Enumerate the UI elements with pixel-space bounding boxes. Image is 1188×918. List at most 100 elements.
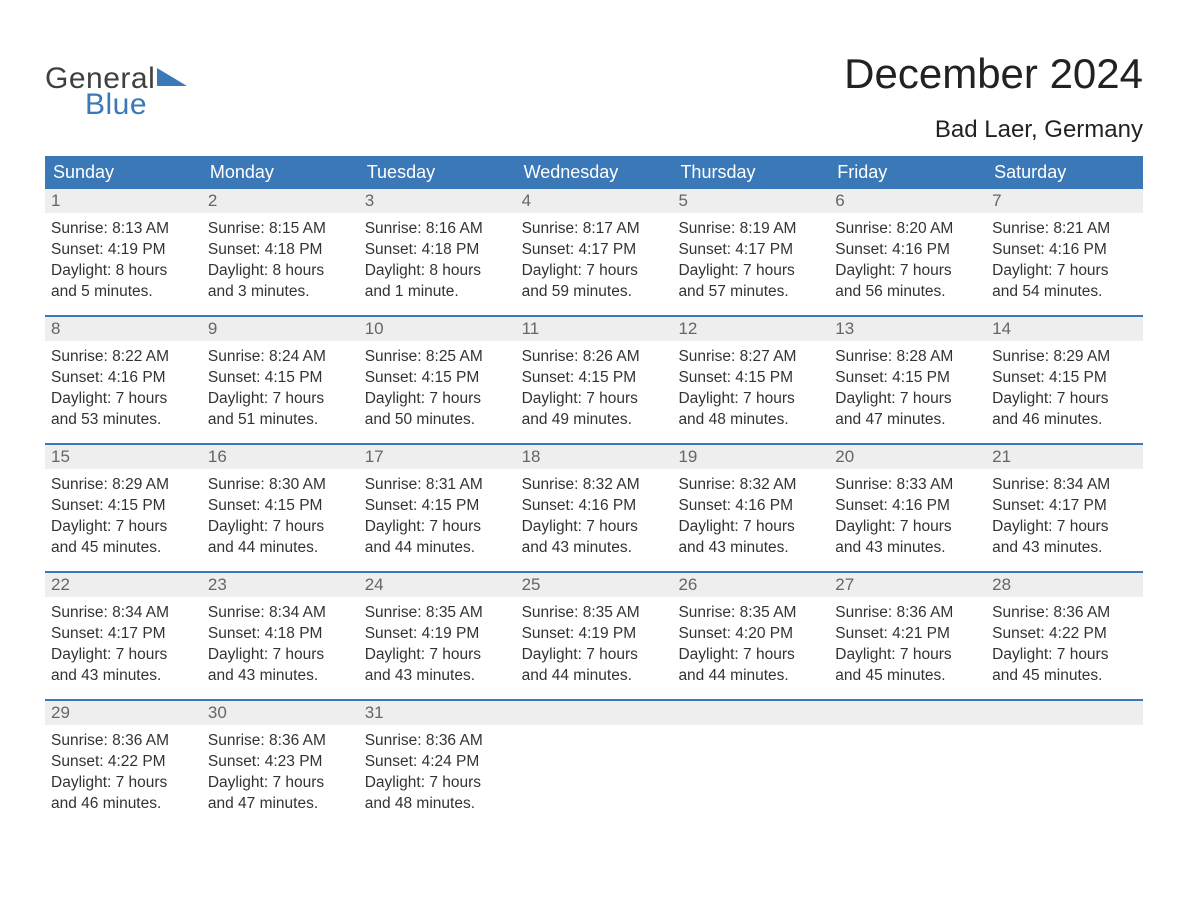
day-cell xyxy=(672,701,829,827)
sunrise-text: Sunrise: 8:17 AM xyxy=(522,219,667,240)
sunset-text: Sunset: 4:19 PM xyxy=(51,240,196,261)
day-content: Sunrise: 8:13 AMSunset: 4:19 PMDaylight:… xyxy=(45,213,202,307)
sunrise-text: Sunrise: 8:21 AM xyxy=(992,219,1137,240)
sunrise-text: Sunrise: 8:35 AM xyxy=(522,603,667,624)
day-content: Sunrise: 8:32 AMSunset: 4:16 PMDaylight:… xyxy=(672,469,829,563)
sunrise-text: Sunrise: 8:31 AM xyxy=(365,475,510,496)
sunset-text: Sunset: 4:15 PM xyxy=(208,368,353,389)
sunrise-text: Sunrise: 8:29 AM xyxy=(51,475,196,496)
day-number: 10 xyxy=(359,317,516,341)
sunset-text: Sunset: 4:17 PM xyxy=(992,496,1137,517)
day-number: 2 xyxy=(202,189,359,213)
week-row: 8Sunrise: 8:22 AMSunset: 4:16 PMDaylight… xyxy=(45,315,1143,443)
logo-triangle-icon xyxy=(157,66,187,91)
daylight-line-1: Daylight: 7 hours xyxy=(208,645,353,666)
sunset-text: Sunset: 4:24 PM xyxy=(365,752,510,773)
sunset-text: Sunset: 4:16 PM xyxy=(992,240,1137,261)
day-content: Sunrise: 8:33 AMSunset: 4:16 PMDaylight:… xyxy=(829,469,986,563)
day-cell: 5Sunrise: 8:19 AMSunset: 4:17 PMDaylight… xyxy=(672,189,829,315)
day-cell: 6Sunrise: 8:20 AMSunset: 4:16 PMDaylight… xyxy=(829,189,986,315)
page-title: December 2024 xyxy=(844,50,1143,98)
day-number: 24 xyxy=(359,573,516,597)
sunset-text: Sunset: 4:16 PM xyxy=(51,368,196,389)
daylight-line-1: Daylight: 7 hours xyxy=(992,389,1137,410)
sunrise-text: Sunrise: 8:29 AM xyxy=(992,347,1137,368)
sunrise-text: Sunrise: 8:20 AM xyxy=(835,219,980,240)
sunrise-text: Sunrise: 8:33 AM xyxy=(835,475,980,496)
day-cell: 3Sunrise: 8:16 AMSunset: 4:18 PMDaylight… xyxy=(359,189,516,315)
daylight-line-1: Daylight: 7 hours xyxy=(208,773,353,794)
daylight-line-2: and 44 minutes. xyxy=(208,538,353,559)
day-content: Sunrise: 8:32 AMSunset: 4:16 PMDaylight:… xyxy=(516,469,673,563)
sunset-text: Sunset: 4:22 PM xyxy=(51,752,196,773)
day-cell: 4Sunrise: 8:17 AMSunset: 4:17 PMDaylight… xyxy=(516,189,673,315)
sunset-text: Sunset: 4:16 PM xyxy=(835,496,980,517)
day-content: Sunrise: 8:35 AMSunset: 4:19 PMDaylight:… xyxy=(516,597,673,691)
day-number: 30 xyxy=(202,701,359,725)
daylight-line-1: Daylight: 7 hours xyxy=(208,389,353,410)
day-cell xyxy=(986,701,1143,827)
sunrise-text: Sunrise: 8:30 AM xyxy=(208,475,353,496)
daylight-line-2: and 43 minutes. xyxy=(835,538,980,559)
sunset-text: Sunset: 4:18 PM xyxy=(208,240,353,261)
day-number: 9 xyxy=(202,317,359,341)
day-content: Sunrise: 8:28 AMSunset: 4:15 PMDaylight:… xyxy=(829,341,986,435)
daylight-line-2: and 48 minutes. xyxy=(678,410,823,431)
sunset-text: Sunset: 4:16 PM xyxy=(835,240,980,261)
sunset-text: Sunset: 4:16 PM xyxy=(678,496,823,517)
daylight-line-2: and 43 minutes. xyxy=(208,666,353,687)
sunrise-text: Sunrise: 8:16 AM xyxy=(365,219,510,240)
sunrise-text: Sunrise: 8:15 AM xyxy=(208,219,353,240)
day-number: 16 xyxy=(202,445,359,469)
daylight-line-2: and 3 minutes. xyxy=(208,282,353,303)
daylight-line-1: Daylight: 7 hours xyxy=(992,261,1137,282)
daylight-line-2: and 47 minutes. xyxy=(208,794,353,815)
sunrise-text: Sunrise: 8:34 AM xyxy=(208,603,353,624)
daylight-line-2: and 49 minutes. xyxy=(522,410,667,431)
day-cell xyxy=(516,701,673,827)
day-content: Sunrise: 8:20 AMSunset: 4:16 PMDaylight:… xyxy=(829,213,986,307)
sunrise-text: Sunrise: 8:36 AM xyxy=(992,603,1137,624)
day-content: Sunrise: 8:21 AMSunset: 4:16 PMDaylight:… xyxy=(986,213,1143,307)
sunrise-text: Sunrise: 8:36 AM xyxy=(365,731,510,752)
sunset-text: Sunset: 4:15 PM xyxy=(678,368,823,389)
calendar: Sunday Monday Tuesday Wednesday Thursday… xyxy=(45,156,1143,827)
daylight-line-1: Daylight: 7 hours xyxy=(51,645,196,666)
daylight-line-2: and 48 minutes. xyxy=(365,794,510,815)
day-number xyxy=(516,701,673,725)
day-content: Sunrise: 8:31 AMSunset: 4:15 PMDaylight:… xyxy=(359,469,516,563)
day-number: 22 xyxy=(45,573,202,597)
day-content: Sunrise: 8:34 AMSunset: 4:18 PMDaylight:… xyxy=(202,597,359,691)
daylight-line-1: Daylight: 7 hours xyxy=(835,389,980,410)
day-cell: 15Sunrise: 8:29 AMSunset: 4:15 PMDayligh… xyxy=(45,445,202,571)
day-number: 18 xyxy=(516,445,673,469)
day-number xyxy=(986,701,1143,725)
day-cell: 20Sunrise: 8:33 AMSunset: 4:16 PMDayligh… xyxy=(829,445,986,571)
day-content: Sunrise: 8:36 AMSunset: 4:22 PMDaylight:… xyxy=(986,597,1143,691)
day-cell: 16Sunrise: 8:30 AMSunset: 4:15 PMDayligh… xyxy=(202,445,359,571)
sunset-text: Sunset: 4:17 PM xyxy=(522,240,667,261)
day-cell: 12Sunrise: 8:27 AMSunset: 4:15 PMDayligh… xyxy=(672,317,829,443)
daylight-line-1: Daylight: 7 hours xyxy=(522,517,667,538)
sunrise-text: Sunrise: 8:27 AM xyxy=(678,347,823,368)
daylight-line-2: and 57 minutes. xyxy=(678,282,823,303)
daylight-line-1: Daylight: 7 hours xyxy=(51,773,196,794)
sunrise-text: Sunrise: 8:19 AM xyxy=(678,219,823,240)
daylight-line-2: and 43 minutes. xyxy=(51,666,196,687)
daylight-line-2: and 51 minutes. xyxy=(208,410,353,431)
day-content: Sunrise: 8:17 AMSunset: 4:17 PMDaylight:… xyxy=(516,213,673,307)
weekday-thursday: Thursday xyxy=(672,156,829,189)
day-cell: 1Sunrise: 8:13 AMSunset: 4:19 PMDaylight… xyxy=(45,189,202,315)
day-content: Sunrise: 8:19 AMSunset: 4:17 PMDaylight:… xyxy=(672,213,829,307)
day-cell: 27Sunrise: 8:36 AMSunset: 4:21 PMDayligh… xyxy=(829,573,986,699)
daylight-line-2: and 44 minutes. xyxy=(365,538,510,559)
daylight-line-2: and 53 minutes. xyxy=(51,410,196,431)
weekday-saturday: Saturday xyxy=(986,156,1143,189)
sunrise-text: Sunrise: 8:28 AM xyxy=(835,347,980,368)
sunrise-text: Sunrise: 8:22 AM xyxy=(51,347,196,368)
day-content: Sunrise: 8:36 AMSunset: 4:23 PMDaylight:… xyxy=(202,725,359,819)
day-cell: 13Sunrise: 8:28 AMSunset: 4:15 PMDayligh… xyxy=(829,317,986,443)
title-block: December 2024 Bad Laer, Germany xyxy=(844,50,1143,144)
daylight-line-1: Daylight: 7 hours xyxy=(835,261,980,282)
daylight-line-2: and 43 minutes. xyxy=(992,538,1137,559)
